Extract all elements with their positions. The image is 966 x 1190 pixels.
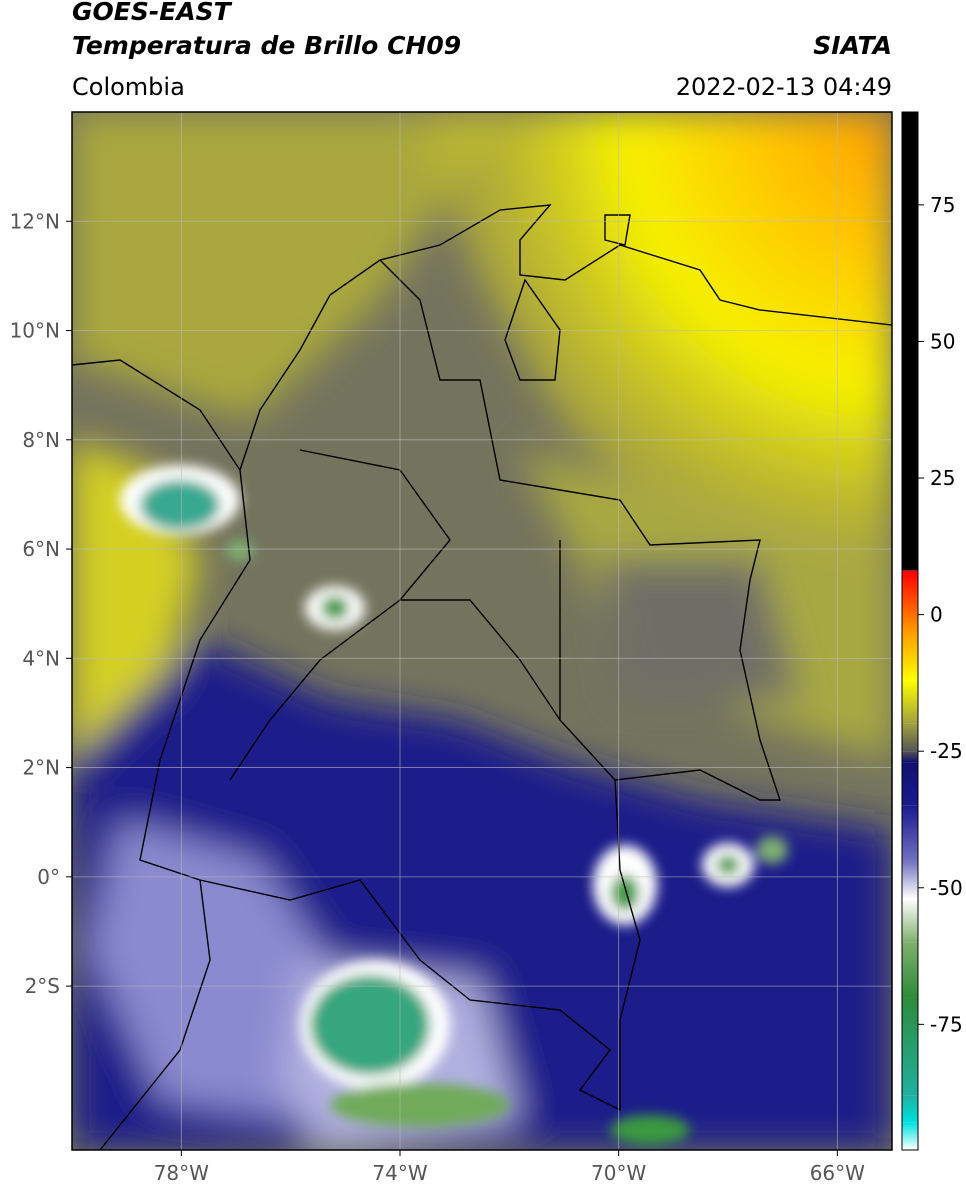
colorbar-segment (902, 805, 918, 861)
colorbar-segment (902, 997, 918, 1096)
colorbar-tick-label: -50 (930, 876, 963, 900)
y-tick-label: 2°S (25, 974, 60, 998)
colorbar-tick-label: -75 (930, 1012, 963, 1036)
title: GOES-EAST (72, 0, 233, 26)
colorbar-segment (902, 112, 918, 571)
colorbar-segment (902, 1122, 918, 1150)
colorbar-segment (902, 942, 918, 998)
plot-frame (71, 111, 893, 1151)
colorbar-tick-label: 0 (930, 603, 943, 627)
y-tick-label: 6°N (22, 537, 60, 561)
colorbar-segment (902, 570, 918, 631)
colorbar-tick-label: -25 (930, 739, 963, 763)
y-tick-label: 4°N (22, 646, 60, 670)
colorbar-segment (902, 751, 918, 763)
colorbar-frame (901, 111, 919, 1151)
region: Colombia (72, 73, 185, 101)
x-tick-label: 66°W (810, 1161, 865, 1185)
colorbar-tick-label: 50 (930, 329, 955, 353)
subtitle: Temperatura de Brillo CH09 (72, 31, 461, 60)
colorbar-segment (902, 762, 918, 806)
x-tick-label: 78°W (154, 1161, 209, 1185)
x-tick-label: 74°W (372, 1161, 427, 1185)
source: SIATA (813, 31, 892, 60)
colorbar-segment (902, 680, 918, 724)
imagery (72, 112, 892, 1150)
colorbar-segment (902, 1095, 918, 1123)
colorbar-tick-label: 75 (930, 193, 955, 217)
y-tick-label: 8°N (22, 428, 60, 452)
y-tick-label: 10°N (10, 319, 60, 343)
y-tick-label: 12°N (10, 209, 60, 233)
colorbar-segment (902, 898, 918, 943)
colorbar-tick-label: 25 (930, 466, 955, 490)
colorbar-segment (902, 860, 918, 899)
colorbar-segment (902, 723, 918, 752)
colorbar-segment (902, 631, 918, 681)
x-tick-label: 70°W (591, 1161, 646, 1185)
timestamp: 2022-02-13 04:49 (676, 73, 892, 101)
y-tick-label: 2°N (22, 756, 60, 780)
y-tick-label: 0° (37, 865, 60, 889)
colorbar-segment (902, 570, 918, 571)
